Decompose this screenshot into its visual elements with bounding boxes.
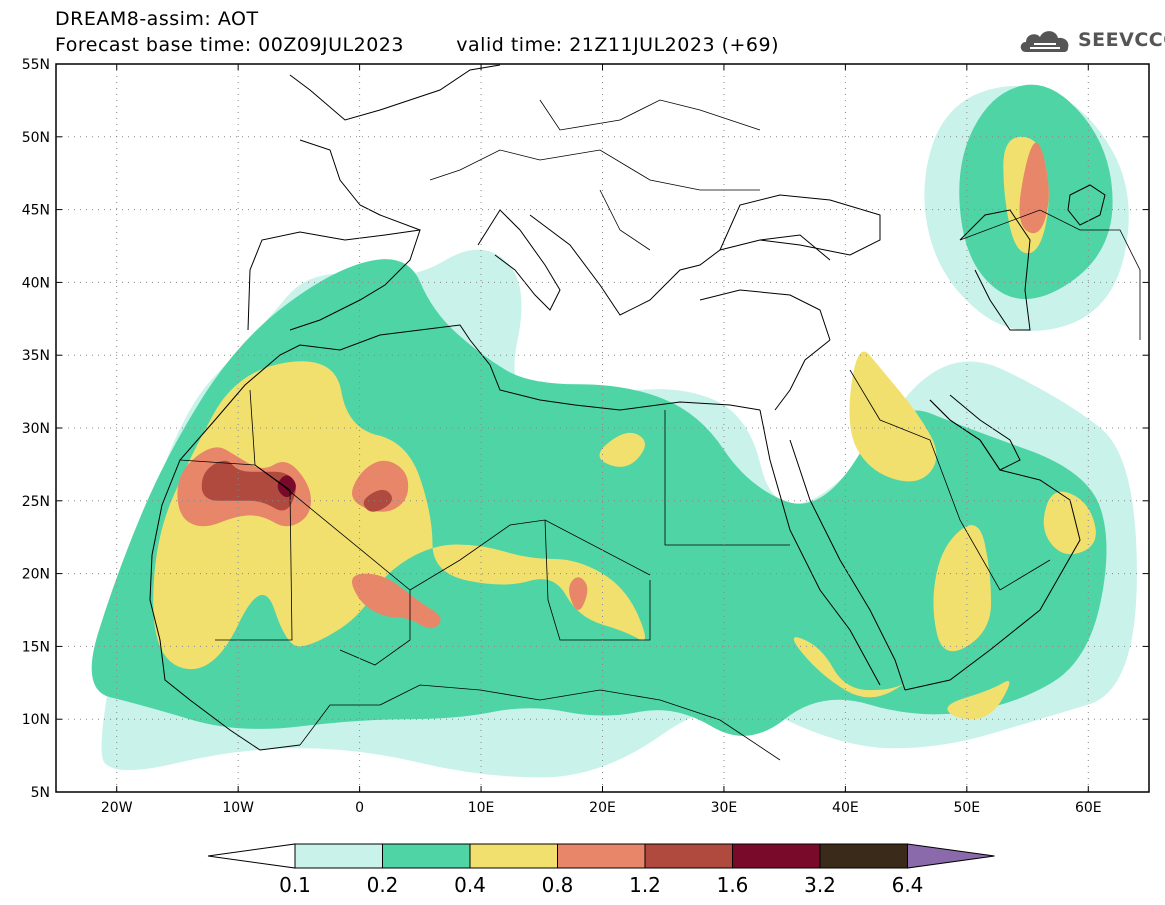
aot-level-3-region [569, 577, 588, 610]
lat-tick-label: 20N [22, 567, 50, 583]
lon-tick-label: 50E [953, 800, 980, 816]
colorbar-segment [382, 843, 471, 869]
border-egypt-libya [664, 410, 790, 546]
colorbar-label: 1.2 [629, 873, 661, 897]
colorbar-label: 0.1 [279, 873, 311, 897]
border-chad-sudan [544, 519, 651, 641]
aot-level-2-region [793, 637, 911, 698]
colorbar-label: 0.2 [367, 873, 399, 897]
coastline-caspian [959, 209, 1031, 331]
colorbar-over-arrow [907, 843, 995, 869]
coastline-north-africa [151, 324, 761, 556]
lon-tick-label: 20E [589, 800, 616, 816]
lat-tick-label: 10N [22, 712, 50, 728]
coastline-europe-north [289, 64, 501, 231]
border-europe [429, 99, 761, 251]
colorbar-segment [732, 843, 821, 869]
cloud-icon [1020, 31, 1069, 52]
lon-tick-label: 10E [468, 800, 495, 816]
colorbar-label: 1.6 [717, 873, 749, 897]
colorbar-segment [294, 843, 383, 869]
coastline-red-sea-west [759, 409, 881, 686]
coastline-black-sea [719, 194, 881, 256]
colorbar-label: 0.4 [454, 873, 486, 897]
aot-level-2-region [599, 432, 645, 467]
aot-level-2-region [1043, 491, 1096, 555]
lat-tick-label: 5N [31, 785, 50, 801]
coastline-persian-gulf [929, 394, 1021, 471]
coastline-italy [477, 209, 561, 311]
aot-level-3-region [352, 573, 441, 629]
coastline-iberia [247, 229, 421, 331]
coastline-red-sea-east [789, 439, 906, 691]
aot-level-5-region [277, 475, 296, 498]
border-central-asia [959, 209, 1141, 340]
map-title: DREAM8-assim: AOT [55, 8, 259, 30]
logo-text: SEEVCCC [1078, 29, 1165, 51]
colorbar-label: 6.4 [892, 873, 924, 897]
colorbar-segment [557, 843, 646, 869]
seevccc-logo: SEEVCCC [1018, 26, 1165, 54]
axis-layer: 55N 50N 45N 40N 35N 30N 25N 20N 15N 10N 5N 20W 10W 0 1… [22, 57, 1149, 816]
lat-tick-label: 55N [22, 57, 50, 73]
lon-tick-label: 40E [832, 800, 859, 816]
grid-layer [56, 64, 1149, 792]
colorbar-under-arrow [207, 843, 296, 869]
coastline-turkey [699, 289, 831, 341]
coastline-layer [149, 64, 1106, 751]
colorbar-segment [644, 843, 733, 869]
coastline-levant [774, 339, 831, 411]
colorbar-label: 3.2 [804, 873, 836, 897]
lat-tick-label: 45N [22, 203, 50, 219]
lon-tick-label: 10W [222, 800, 254, 816]
coastline-west-africa [149, 554, 301, 751]
lat-tick-label: 30N [22, 421, 50, 437]
lat-tick-label: 25N [22, 494, 50, 510]
lat-tick-label: 35N [22, 348, 50, 364]
coastline-balkans-greece [529, 214, 831, 316]
aot-level-2-region [933, 525, 992, 652]
border-sahel [299, 684, 781, 761]
border-sahara-2 [179, 459, 293, 641]
colorbar: 0.1 0.2 0.4 0.8 1.2 1.6 3.2 6.4 [207, 843, 995, 897]
aot-level-4-region [363, 489, 392, 512]
valid-time: valid time: 21Z11JUL2023 (+69) [456, 34, 779, 56]
lon-tick-label: 20W [101, 800, 133, 816]
border-sahara-3 [339, 590, 411, 666]
lat-tick-label: 50N [22, 130, 50, 146]
lon-tick-label: 60E [1075, 800, 1102, 816]
border-layer [179, 99, 1141, 761]
colorbar-label: 0.8 [542, 873, 574, 897]
base-time: Forecast base time: 00Z09JUL2023 [55, 34, 404, 56]
border-arabia [849, 369, 1051, 591]
aot-level-4-region [201, 460, 296, 511]
lon-tick-label: 0 [355, 800, 364, 816]
aot-level-2-region [849, 351, 937, 482]
lat-tick-label: 40N [22, 275, 50, 291]
lat-tick-label: 15N [22, 639, 50, 655]
coastline-aral [1067, 184, 1106, 226]
aot-level-2-region [153, 361, 645, 670]
aot-level-2-region [947, 680, 1010, 720]
colorbar-segment [819, 843, 908, 869]
colorbar-segment [469, 843, 558, 869]
lon-tick-label: 30E [711, 800, 738, 816]
time-info: Forecast base time: 00Z09JUL2023 valid t… [55, 34, 779, 56]
aot-field-layer [91, 84, 1137, 778]
